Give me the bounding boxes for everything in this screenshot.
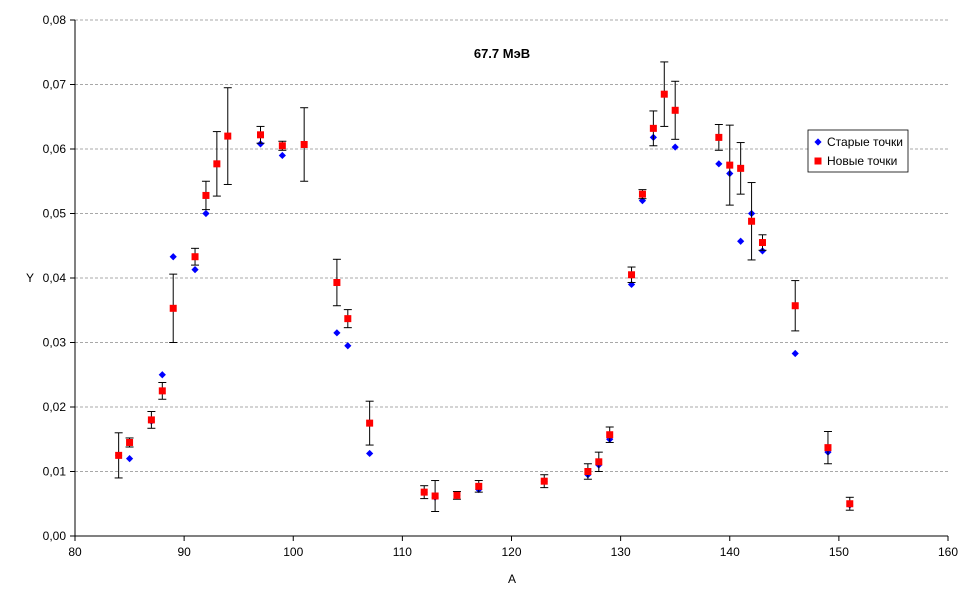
x-tick-label: 110 — [393, 545, 412, 559]
old-point-diamond — [256, 140, 265, 148]
new-point-square — [147, 416, 155, 424]
new-point-square — [333, 279, 341, 287]
legend-marker-new — [814, 157, 822, 165]
old-point-diamond — [366, 449, 374, 458]
new-point-square — [224, 132, 232, 140]
legend-marker-old — [814, 138, 822, 146]
y-tick-label: 0,00 — [43, 529, 67, 543]
x-tick-label: 140 — [720, 545, 740, 559]
old-point-diamond — [125, 455, 134, 463]
new-point-square — [791, 302, 799, 310]
old-point-diamond — [158, 371, 166, 379]
y-tick-label: 0,05 — [43, 207, 67, 221]
new-point-square — [715, 133, 723, 141]
old-point-diamond — [333, 329, 341, 337]
new-point-square — [540, 477, 548, 485]
new-point-square — [191, 253, 199, 261]
new-point-square — [115, 451, 123, 459]
x-tick-label: 80 — [68, 545, 82, 559]
y-tick-label: 0,08 — [43, 13, 67, 27]
x-tick-label: 160 — [938, 545, 958, 559]
old-point-diamond — [737, 237, 745, 245]
new-point-square — [824, 444, 832, 452]
new-point-square — [638, 190, 646, 198]
y-axis-ticks: 0,00 0,01 0,02 0,03 0,04 0,05 0,06 0,07 0,08 — [43, 13, 75, 543]
new-point-square — [628, 271, 636, 279]
new-point-square — [584, 468, 592, 475]
new-point-square — [475, 482, 483, 490]
new-point-square — [300, 140, 308, 148]
x-tick-label: 100 — [283, 545, 303, 559]
new-point-square — [257, 131, 265, 139]
x-tick-label: 130 — [611, 545, 631, 559]
new-point-square — [846, 500, 854, 508]
old-point-diamond — [715, 160, 723, 168]
new-point-square — [726, 161, 734, 169]
old-point-diamond — [791, 349, 799, 358]
old-point-diamond — [627, 280, 636, 289]
legend-box — [807, 129, 909, 173]
old-point-diamond — [671, 143, 679, 151]
new-point-square — [748, 217, 756, 225]
new-point-square — [758, 239, 766, 247]
x-axis-ticks: 80 90 100 110 120 130 140 150 160 — [68, 536, 958, 559]
x-tick-label: 120 — [501, 545, 521, 559]
new-point-square — [366, 419, 374, 427]
new-point-square — [595, 458, 603, 466]
old-point-diamond — [202, 209, 210, 218]
new-point-square — [278, 142, 286, 150]
new-point-square — [671, 106, 679, 114]
new-point-square — [737, 164, 745, 172]
legend: Старые точки Новые точки — [807, 129, 909, 173]
new-point-square — [169, 304, 177, 312]
new-point-square — [649, 124, 657, 132]
legend-label-old: Старые точки — [827, 135, 903, 149]
y-tick-label: 0,03 — [43, 336, 67, 350]
new-point-square — [420, 488, 428, 496]
new-point-square — [213, 160, 221, 168]
data-marks — [114, 61, 854, 512]
chart-title: 67.7 МэВ — [474, 46, 530, 61]
new-point-square — [158, 387, 166, 395]
y-tick-label: 0,01 — [43, 465, 67, 479]
y-tick-label: 0,06 — [43, 142, 67, 156]
old-point-diamond — [191, 266, 199, 274]
legend-label-new: Новые точки — [827, 154, 897, 168]
old-point-diamond — [278, 151, 286, 160]
new-point-square — [431, 492, 439, 500]
old-point-diamond — [344, 342, 352, 350]
old-point-diamond — [758, 247, 767, 255]
x-tick-label: 90 — [177, 545, 191, 559]
x-tick-label: 150 — [829, 545, 849, 559]
x-axis-title: A — [508, 572, 516, 586]
gridlines — [75, 19, 948, 472]
old-point-diamond — [169, 253, 177, 261]
new-point-square — [202, 191, 210, 199]
y-tick-label: 0,04 — [43, 271, 67, 285]
y-axis-title: Y — [26, 271, 34, 285]
y-tick-label: 0,07 — [43, 78, 67, 92]
new-point-square — [126, 438, 134, 446]
y-tick-label: 0,02 — [43, 400, 67, 414]
new-point-square — [606, 431, 614, 439]
new-point-square — [660, 90, 668, 98]
new-point-square — [344, 315, 352, 323]
new-point-square — [453, 491, 461, 499]
